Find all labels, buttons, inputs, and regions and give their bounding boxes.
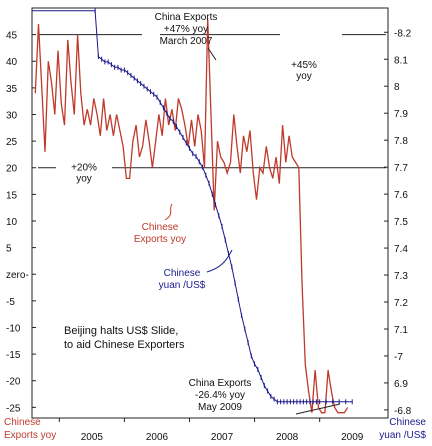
exports-yoy-line [34,18,349,414]
left-axis-tick-label: zero- [6,270,29,281]
right-axis-tick-label: -6.8 [394,406,412,417]
x-axis-tick-label: 2005 [81,432,104,443]
left-axis-tick-label: 30 [6,110,18,121]
left-axis-tick-label: -20 [6,377,21,388]
annotation-peak: March 2007 [160,36,213,47]
right-axis-tick-label: 7.5 [394,217,408,228]
right-axis-tick-label: 7.3 [394,271,408,282]
right-axis-tick-label: 7.9 [394,109,408,120]
annotation-exports-label: Chinese [142,222,179,233]
left-axis-title: Exports yoy [4,430,56,441]
annotation-trough: -26.4% yoy [195,390,245,401]
annotation-trough: China Exports [189,378,252,389]
annotation-yuan-pointer [206,249,233,273]
annotation-peak-pointer [207,47,217,61]
left-axis-tick-label: 40 [6,57,18,68]
right-axis-tick-label: 8 [394,82,400,93]
annotation-beijing: to aid Chinese Exporters [64,339,185,351]
right-axis-tick-label: -8.2 [394,28,412,39]
right-axis-tick-label: 6.9 [394,379,408,390]
right-axis-tick-label: 7.8 [394,136,408,147]
left-axis-title: Chinese [4,417,41,428]
left-axis-tick-label: 45 [6,31,18,42]
annotation-yuan-label: Chinese [164,268,201,279]
annotation-yuan-label: yuan /US$ [159,280,206,291]
right-axis-tick-label: 7.2 [394,298,408,309]
left-axis-tick-label: 10 [6,217,18,228]
ref-45-label: +45% [291,60,317,71]
right-axis-tick-label: 7.1 [394,325,408,336]
annotation-trough-pointer [295,403,341,415]
x-axis-tick-label: 2008 [276,432,299,443]
x-axis-tick-label: 2007 [211,432,234,443]
left-axis-tick-label: 5 [6,244,12,255]
right-axis-tick-label: 7.4 [394,244,408,255]
right-axis-tick-label: -7 [394,352,403,363]
annotation-beijing: Beijing halts US$ Slide, [64,325,178,337]
yuan-line [32,10,353,403]
ref-45-label: yoy [296,71,312,82]
annotation-exports-label: Exports yoy [134,234,186,245]
left-axis-tick-label: -25 [6,403,21,414]
left-axis-tick-label: 35 [6,84,18,95]
left-axis-tick-label: 25 [6,137,18,148]
left-axis-tick-label: -15 [6,350,21,361]
ref-20-label: +20% [71,163,97,174]
left-axis-tick-label: 15 [6,190,18,201]
ref-20-label: yoy [76,174,92,185]
right-axis-title: yuan /US$ [379,430,426,441]
right-axis-tick-label: 7.6 [394,190,408,201]
left-axis-tick-label: 20 [6,164,18,175]
annotation-peak: China Exports [155,12,218,23]
right-axis-title: Chinese [389,417,426,428]
left-axis-tick-label: -5 [6,297,15,308]
annotation-trough: May 2009 [198,402,242,413]
x-axis-tick-label: 2009 [341,432,364,443]
annotation-peak: +47% yoy [164,24,208,35]
x-axis-tick-label: 2006 [146,432,169,443]
left-axis-tick-label: -10 [6,323,21,334]
right-axis-tick-label: 8.1 [394,55,408,66]
plot-frame [31,7,389,419]
right-axis-tick-label: 7.7 [394,163,408,174]
annotation-exports-pointer [164,203,173,221]
